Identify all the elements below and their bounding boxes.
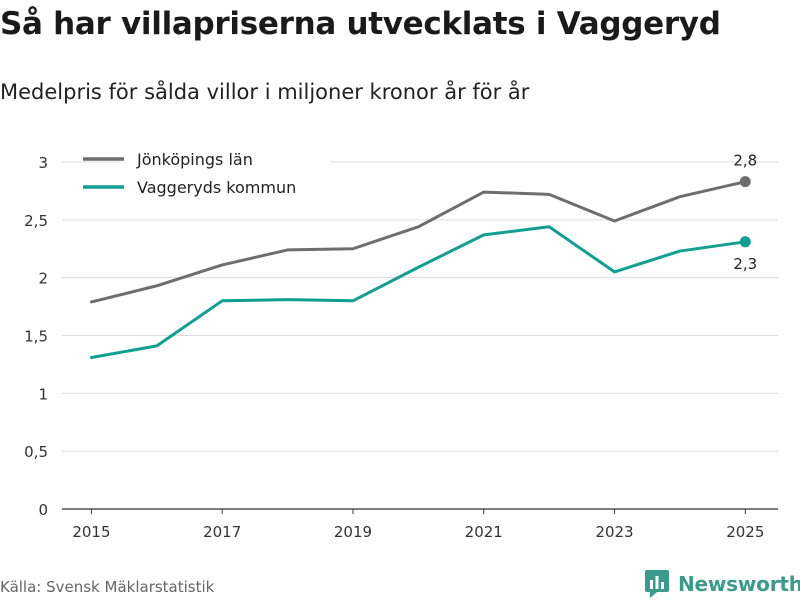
x-tick-label: 2023 <box>595 523 633 541</box>
y-tick-label: 2 <box>38 270 48 288</box>
source-note: Källa: Svensk Mäklarstatistik <box>0 578 215 596</box>
x-tick-label: 2019 <box>334 523 372 541</box>
end-value-label: 2,8 <box>733 152 757 170</box>
x-tick-label: 2021 <box>465 523 503 541</box>
legend-background <box>120 148 330 170</box>
series-line-vaggeryds-kommun[interactable] <box>89 225 747 359</box>
x-tick-label: 2017 <box>203 523 241 541</box>
x-tick-label: 2025 <box>726 523 764 541</box>
brand-logo[interactable]: Newsworthy <box>645 570 800 598</box>
series-line-jonkopings-lan[interactable] <box>89 180 747 304</box>
y-tick-label: 0 <box>38 501 48 519</box>
y-tick-label: 0,5 <box>24 443 48 461</box>
legend-background <box>120 176 330 198</box>
y-tick-label: 1,5 <box>24 328 48 346</box>
bar-chart-icon <box>645 570 669 598</box>
chart-subtitle: Medelpris för sålda villor i miljoner kr… <box>0 80 530 104</box>
legend-label: Vaggeryds kommun <box>137 178 296 197</box>
end-value-label: 2,3 <box>733 255 757 273</box>
end-point[interactable] <box>739 236 751 248</box>
brand-name: Newsworthy <box>678 572 800 596</box>
y-tick-label: 2,5 <box>24 212 48 230</box>
end-point[interactable] <box>739 176 751 188</box>
chart-title: Så har villapriserna utvecklats i Vagger… <box>0 6 721 42</box>
legend-label: Jönköpings län <box>136 150 253 169</box>
x-tick-label: 2015 <box>72 523 110 541</box>
y-tick-label: 1 <box>38 385 48 403</box>
y-tick-label: 3 <box>38 154 48 172</box>
